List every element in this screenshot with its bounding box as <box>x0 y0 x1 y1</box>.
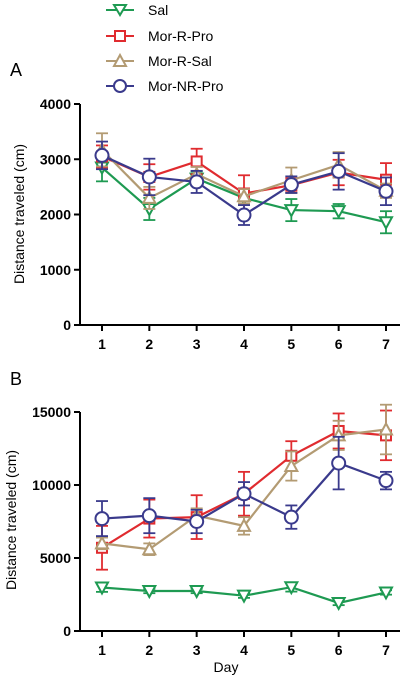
panel-label-b: B <box>10 369 22 389</box>
panel-a-point-mor-nr-pro <box>141 169 157 185</box>
panel-b-x-tick-label: 7 <box>382 642 390 658</box>
panel-a-x-tick-label: 1 <box>98 336 106 352</box>
panel-a-series-mor-nr-pro <box>94 140 394 226</box>
panel-a-series-mor-r-sal <box>94 132 394 210</box>
legend-item-mor-nr-pro: Mor-NR-Pro <box>106 78 224 94</box>
legend-label-mor-r-sal: Mor-R-Sal <box>148 53 212 69</box>
panel-b-y-tick-label: 15000 <box>32 404 71 420</box>
panel-a-point-mor-r-sal <box>236 188 252 203</box>
legend-label-sal: Sal <box>148 2 168 18</box>
panel-b-x-tick-label: 5 <box>287 642 295 658</box>
panel-b-point-mor-nr-pro <box>236 486 252 502</box>
panel-a-point-mor-nr-pro <box>189 174 205 190</box>
panel-b-series-mor-nr-pro <box>94 435 394 537</box>
legend-label-mor-nr-pro: Mor-NR-Pro <box>148 78 224 94</box>
panel-b-x-tick-label: 4 <box>240 642 248 658</box>
panel-b-point-sal <box>94 581 110 596</box>
panel-b-point-mor-nr-pro <box>141 508 157 524</box>
panel-b-point-sal <box>141 584 158 600</box>
x-axis-label: Day <box>214 659 239 675</box>
panel-b-point-mor-r-sal <box>283 457 300 473</box>
legend-item-mor-r-sal: Mor-R-Sal <box>106 52 212 69</box>
panel-b-point-mor-r-sal <box>141 541 158 556</box>
panel-label-a: A <box>10 60 22 80</box>
panel-b-point-sal <box>330 596 347 612</box>
panel-a-point-mor-nr-pro <box>236 207 252 223</box>
panel-a-y-tick-label: 0 <box>63 317 71 333</box>
panel-b-point-mor-nr-pro <box>189 514 205 529</box>
panel-b-y-tick-label: 0 <box>63 623 71 639</box>
panel-b-x-tick-label: 2 <box>145 642 153 658</box>
panel-a-point-mor-nr-pro <box>331 163 347 179</box>
panel-a-x-tick-label: 7 <box>382 336 390 352</box>
panel-b-x-tick-label: 6 <box>335 642 343 658</box>
panel-a-point-mor-r-pro <box>190 155 203 168</box>
panel-b-point-sal <box>236 589 252 604</box>
panel-b: 0 5000 10000 15000 1 2 3 4 5 6 7 <box>32 403 400 658</box>
y-axis-label-a: Distance traveled (cm) <box>11 144 27 284</box>
panel-a-y-tick-label: 2000 <box>40 207 71 223</box>
panel-b-y-tick-label: 5000 <box>40 550 71 566</box>
panel-a-point-mor-nr-pro <box>94 147 110 163</box>
panel-b-x-tick-label: 3 <box>193 642 201 658</box>
panel-a-point-mor-nr-pro <box>283 177 299 193</box>
legend-item-mor-r-pro: Mor-R-Pro <box>106 28 214 44</box>
panel-a-point-sal <box>330 205 347 220</box>
panel-a-y-tick-label: 3000 <box>40 151 71 167</box>
panel-a-x-tick-label: 4 <box>240 336 248 352</box>
panel-b-point-mor-r-sal <box>94 535 110 550</box>
panel-a-x-tick-label: 3 <box>193 336 201 352</box>
legend-label-mor-r-pro: Mor-R-Pro <box>148 28 214 44</box>
panel-a-point-mor-nr-pro <box>378 183 394 199</box>
panel-b-y-tick-label: 10000 <box>32 477 71 493</box>
panel-a-y-tick-label: 1000 <box>40 262 71 278</box>
panel-b-series-sal <box>94 581 394 612</box>
panel-a-y-tick-label: 4000 <box>40 96 71 112</box>
legend: Sal Mor-R-Pro Mor-R-Sal Mor-NR-Pro <box>106 2 224 94</box>
panel-b-point-mor-nr-pro <box>94 511 110 527</box>
panel-b-point-mor-nr-pro <box>378 473 394 489</box>
panel-a-x-tick-label: 2 <box>145 336 153 352</box>
panel-b-x-tick-label: 1 <box>98 642 106 658</box>
panel-b-point-mor-r-sal <box>378 421 394 436</box>
panel-a-point-sal <box>378 216 394 231</box>
panel-b-point-sal <box>283 581 300 596</box>
panel-a-x-tick-label: 5 <box>287 336 295 352</box>
panel-a-point-sal <box>283 204 300 219</box>
y-axis-label-b: Distance traveled (cm) <box>3 450 19 590</box>
legend-item-sal: Sal <box>106 2 168 18</box>
panel-a-x-tick-label: 6 <box>335 336 343 352</box>
panel-b-point-sal <box>378 586 394 601</box>
panel-b-point-mor-r-sal <box>236 517 252 532</box>
panel-b-point-mor-nr-pro <box>283 509 299 525</box>
panel-b-point-sal <box>188 584 205 600</box>
panel-b-point-mor-nr-pro <box>331 455 347 471</box>
panel-a-point-mor-r-sal <box>141 189 158 204</box>
panel-a: 0 1000 2000 3000 4000 1 2 3 4 5 6 7 <box>40 96 400 352</box>
